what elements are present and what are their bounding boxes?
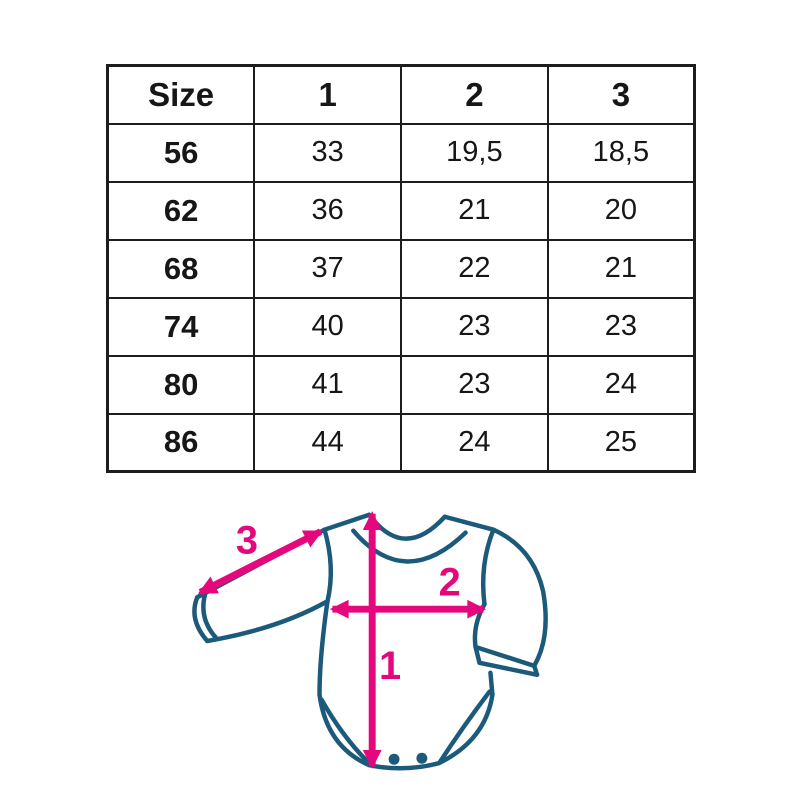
table-row: 74 40 23 23 <box>106 296 696 357</box>
value-cell: 23 <box>400 354 549 415</box>
bodysuit-measurement-diagram: 1 2 3 <box>192 511 548 771</box>
value-cell: 20 <box>546 180 696 241</box>
size-cell: 68 <box>106 238 256 299</box>
value-cell: 41 <box>253 354 402 415</box>
value-cell: 19,5 <box>400 122 549 183</box>
value-cell: 21 <box>400 180 549 241</box>
value-cell: 36 <box>253 180 402 241</box>
arrow-label-1: 1 <box>379 644 401 688</box>
value-cell: 24 <box>546 354 696 415</box>
right-armhole-seam <box>480 527 496 607</box>
arrow-label-2: 2 <box>439 560 461 604</box>
col-header-size: Size <box>106 64 256 125</box>
right-leg-binding <box>437 689 492 765</box>
neckline-outer <box>366 512 447 541</box>
arrow-label-3: 3 <box>236 519 258 563</box>
value-cell: 23 <box>400 296 549 357</box>
col-header-1: 1 <box>253 64 402 125</box>
value-cell: 25 <box>546 412 696 473</box>
col-header-2: 2 <box>400 64 549 125</box>
left-armhole-seam <box>322 527 334 604</box>
right-sleeve-outer <box>491 527 548 669</box>
value-cell: 33 <box>253 122 402 183</box>
left-cuff-band <box>201 588 219 641</box>
snap-dot <box>388 753 400 765</box>
value-cell: 44 <box>253 412 402 473</box>
value-cell: 40 <box>253 296 402 357</box>
left-leg-binding <box>319 697 370 764</box>
size-cell: 86 <box>106 412 256 473</box>
value-cell: 22 <box>400 238 549 299</box>
table-row: 80 41 23 24 <box>106 354 696 415</box>
value-cell: 23 <box>546 296 696 357</box>
snap-dot <box>416 752 428 764</box>
measure-arrow-3 <box>197 528 323 596</box>
table-row: 56 33 19,5 18,5 <box>106 122 696 183</box>
size-table: Size 1 2 3 56 33 19,5 18,5 62 36 21 20 6… <box>106 64 696 473</box>
size-cell: 56 <box>106 122 256 183</box>
col-header-3: 3 <box>546 64 696 125</box>
size-cell: 74 <box>106 296 256 357</box>
table-row: 86 44 24 25 <box>106 412 696 473</box>
value-cell: 24 <box>400 412 549 473</box>
table-header-row: Size 1 2 3 <box>106 64 696 125</box>
size-cell: 62 <box>106 180 256 241</box>
value-cell: 18,5 <box>546 122 696 183</box>
right-shoulder-seam <box>442 514 496 532</box>
right-cuff-band <box>473 644 540 678</box>
table-row: 62 36 21 20 <box>106 180 696 241</box>
size-cell: 80 <box>106 354 256 415</box>
table-row: 68 37 22 21 <box>106 238 696 299</box>
value-cell: 37 <box>253 238 402 299</box>
value-cell: 21 <box>546 238 696 299</box>
